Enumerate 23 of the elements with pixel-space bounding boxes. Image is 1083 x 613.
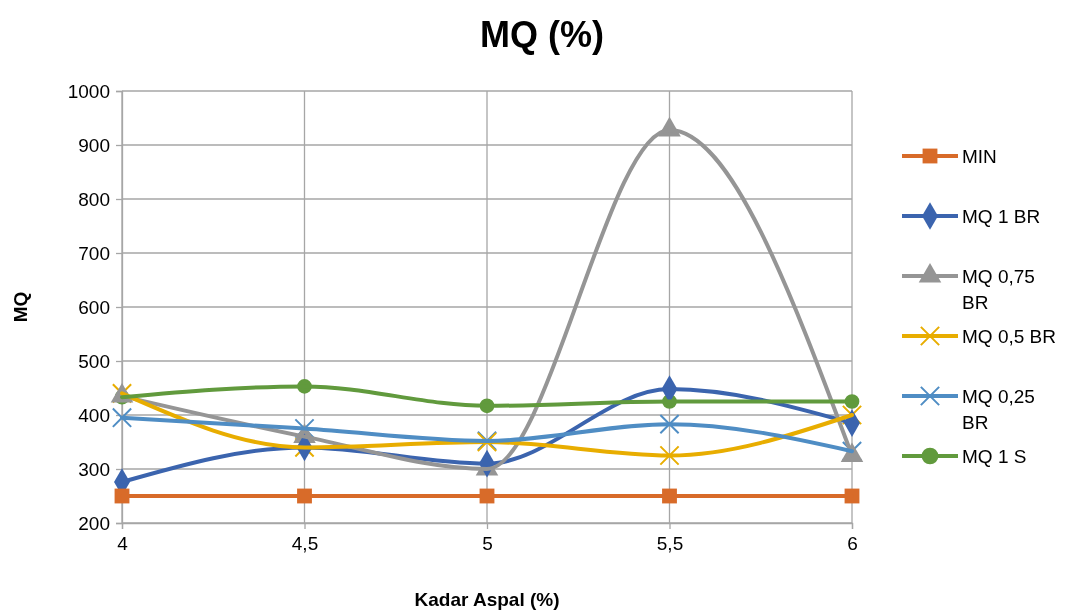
y-tick-label: 900: [78, 134, 110, 156]
x-tick-label: 5: [482, 533, 493, 555]
legend-label: MQ 1 BR: [962, 206, 1041, 227]
legend-label: MIN: [962, 146, 997, 167]
legend-label: MQ 0,5 BR: [962, 326, 1056, 347]
y-tick-label: 1000: [67, 80, 110, 102]
y-tick-label: 700: [78, 242, 110, 264]
y-tick-label: 200: [78, 512, 110, 534]
y-tick-label: 800: [78, 188, 110, 210]
x-tick-label: 4: [117, 533, 129, 555]
y-tick-label: 600: [78, 296, 110, 318]
y-tick-label: 400: [78, 404, 110, 426]
x-tick-label: 5,5: [656, 533, 684, 555]
chart-title: MQ (%): [480, 14, 604, 55]
y-tick-label: 300: [78, 458, 110, 480]
y-tick-label: 500: [78, 350, 110, 372]
x-tick-label: 6: [847, 533, 858, 555]
x-tick-label: 4,5: [291, 533, 319, 555]
legend-label: MQ 1 S: [962, 446, 1027, 467]
x-axis-title: Kadar Aspal (%): [414, 589, 560, 610]
legend-label: MQ 0,75 BR: [962, 266, 1035, 313]
legend-label: MQ 0,25 BR: [962, 386, 1035, 433]
y-axis-title: MQ: [10, 291, 31, 323]
